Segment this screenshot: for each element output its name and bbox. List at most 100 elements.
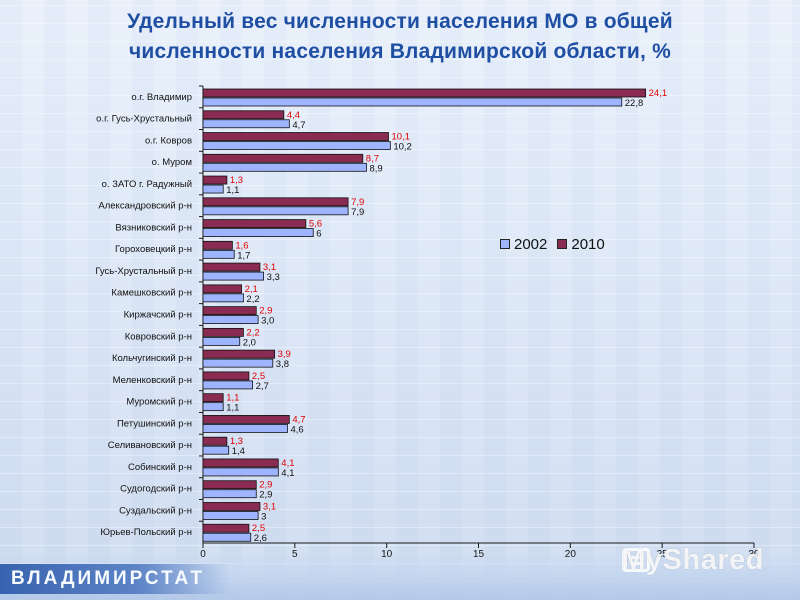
data-label-2002-8: 3,3 [267, 272, 280, 283]
bar-2002-17 [202, 467, 279, 477]
bar-2002-9 [202, 293, 244, 303]
data-label-2010-2: 10,1 [392, 132, 411, 143]
bar-2010-16 [202, 436, 228, 446]
data-label-2010-13: 2,5 [252, 371, 265, 382]
data-label-2002-15: 4,6 [290, 424, 303, 435]
bar-2010-9 [202, 284, 242, 294]
legend-item-2010: 2010 [557, 235, 605, 253]
data-label-2002-3: 8,9 [369, 163, 382, 174]
data-label-2002-11: 2,0 [243, 337, 256, 348]
category-label-2: о.г. Ковров [145, 135, 192, 146]
data-label-2010-1: 4,4 [287, 110, 300, 121]
data-label-2002-19: 3 [261, 511, 266, 522]
category-label-1: о.г. Гусь-Хрустальный [96, 114, 192, 125]
bar-2002-13 [202, 380, 253, 390]
data-label-2010-3: 8,7 [366, 153, 379, 164]
category-label-20: Юрьев-Польский р-н [100, 527, 192, 538]
chart-title-line-1: Удельный вес численности населения МО в … [127, 10, 673, 33]
data-label-2002-12: 3,8 [276, 359, 289, 370]
category-label-19: Суздальский р-н [119, 505, 192, 516]
chart-title-line-2: численности населения Владимирской облас… [129, 40, 671, 63]
bar-2010-13 [202, 371, 250, 381]
data-label-2002-0: 22,8 [625, 98, 644, 109]
bar-2010-18 [202, 480, 257, 490]
bar-2002-7 [202, 249, 235, 259]
bar-2002-19 [202, 511, 259, 520]
data-label-2010-17: 4,1 [281, 458, 294, 469]
bar-2010-11 [202, 327, 244, 337]
bar-2010-15 [202, 415, 290, 424]
watermark-text: MyShared [621, 544, 764, 576]
bar-2010-6 [202, 219, 307, 228]
bar-2010-19 [202, 502, 261, 511]
bar-2010-0 [202, 88, 647, 98]
data-label-2010-18: 2,9 [259, 480, 272, 491]
legend-swatch-2002 [500, 239, 510, 249]
bar-2010-1 [202, 110, 285, 120]
data-label-2010-14: 1,1 [226, 393, 239, 404]
category-label-12: Кольчугинский р-н [112, 353, 192, 364]
bar-2002-1 [202, 119, 290, 129]
data-label-2002-20: 2,6 [254, 533, 267, 544]
bar-2002-11 [202, 336, 241, 346]
bar-2002-16 [202, 445, 230, 455]
bar-2002-2 [202, 141, 391, 150]
bar-2010-12 [202, 349, 276, 359]
data-label-2010-0: 24,1 [649, 88, 668, 99]
data-label-2002-9: 2,2 [246, 294, 259, 305]
data-label-2010-4: 1,3 [230, 175, 243, 186]
bar-2010-17 [202, 458, 279, 468]
data-label-2010-15: 4,7 [292, 414, 305, 425]
category-label-16: Селивановский р-н [108, 440, 192, 451]
bar-2002-14 [202, 402, 224, 412]
data-label-2010-19: 3,1 [263, 501, 276, 512]
legend-item-2002: 2002 [500, 236, 547, 253]
data-label-2010-11: 2,2 [246, 327, 259, 338]
category-label-14: Муромский р-н [126, 397, 192, 408]
data-label-2002-17: 4,1 [281, 468, 294, 479]
bar-2010-2 [202, 132, 389, 141]
category-label-13: Меленковский р-н [113, 375, 192, 386]
data-label-2010-7: 1,6 [235, 240, 248, 251]
category-label-11: Ковровский р-н [125, 331, 192, 342]
bar-2010-3 [202, 153, 364, 163]
data-label-2010-9: 2,1 [245, 284, 258, 295]
footer-brand-text: ВЛАДИМИРСТАТ [11, 568, 205, 589]
data-label-2010-5: 7,9 [351, 197, 364, 208]
bar-2010-20 [202, 523, 250, 533]
bar-2002-3 [202, 162, 367, 172]
bar-2002-8 [202, 271, 265, 281]
category-label-0: о.г. Владимир [131, 92, 192, 103]
bar-2002-4 [202, 184, 224, 194]
bar-2010-7 [202, 240, 233, 250]
category-label-5: Александровский р-н [98, 201, 192, 212]
data-label-2002-6: 6 [316, 229, 321, 240]
data-label-2010-12: 3,9 [278, 349, 291, 360]
data-label-2002-10: 3,0 [261, 316, 274, 327]
data-label-2010-10: 2,9 [259, 306, 272, 317]
category-label-8: Гусь-Хрустальный р-н [95, 266, 192, 277]
legend-swatch-2010 [557, 239, 568, 249]
data-label-2002-1: 4,7 [292, 120, 305, 131]
chart-legend: 2002 2010 [500, 234, 670, 254]
category-label-18: Судогодский р-н [120, 484, 192, 495]
data-label-2002-5: 7,9 [351, 207, 364, 218]
legend-label-2002: 2002 [514, 235, 548, 253]
data-label-2010-16: 1,3 [230, 436, 243, 447]
data-label-2010-6: 5,6 [309, 219, 322, 230]
data-label-2002-16: 1,4 [232, 446, 245, 457]
bar-2010-14 [202, 393, 224, 403]
bar-2002-6 [202, 228, 314, 237]
data-label-2002-14: 1,1 [226, 403, 239, 414]
data-label-2002-7: 1,7 [237, 250, 250, 261]
category-label-15: Петушинский р-н [117, 418, 192, 429]
category-label-7: Гороховецкий р-н [115, 244, 192, 255]
bar-2002-5 [202, 206, 349, 216]
presentation-icon [622, 548, 650, 572]
bar-2002-20 [202, 532, 252, 542]
category-label-17: Собинский р-н [128, 462, 192, 473]
bar-2010-5 [202, 197, 349, 207]
category-label-9: Камешковский р-н [111, 288, 192, 299]
legend-label-2010: 2010 [571, 235, 605, 253]
